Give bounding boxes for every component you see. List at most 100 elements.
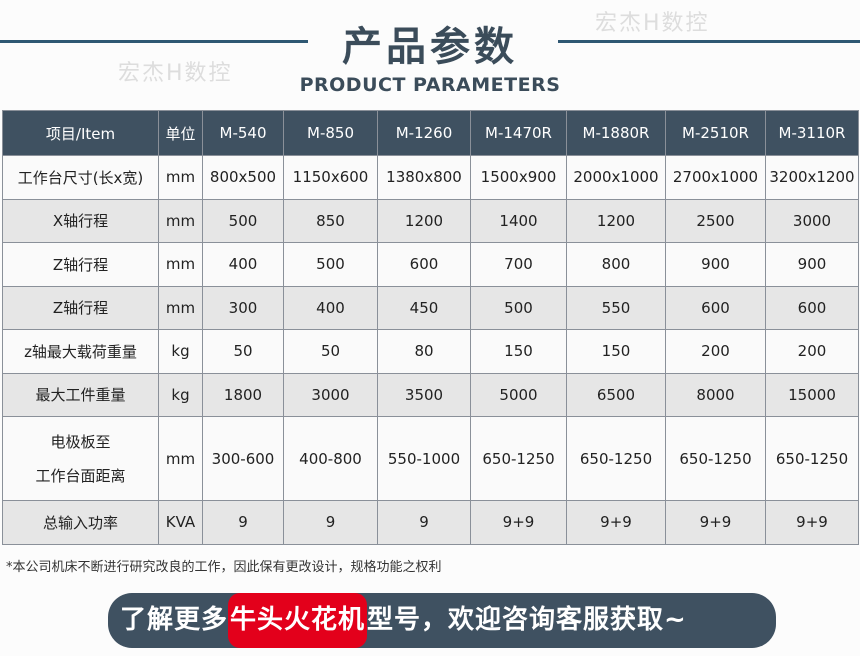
table-cell: 900 <box>765 242 859 287</box>
table-cell: 1400 <box>470 198 567 243</box>
table-cell: Z轴行程 <box>2 242 159 287</box>
table-cell: kg <box>158 372 203 417</box>
title-line-left <box>0 40 308 43</box>
table-cell: 450 <box>377 285 471 330</box>
table-cell: 500 <box>202 198 284 243</box>
table-cell: 8000 <box>665 372 766 417</box>
table-cell: KVA <box>158 500 203 545</box>
table-cell: kg <box>158 329 203 374</box>
page-title: 产品参数 <box>342 24 518 70</box>
table-cell: 5000 <box>470 372 567 417</box>
table-cell: 400 <box>202 242 284 287</box>
watermark: 宏杰H数控 <box>118 61 233 86</box>
table-row: Z轴行程 mm 300 400 450 500 550 600 600 <box>2 285 859 330</box>
contact-banner[interactable]: 了解更多牛头火花机型号，欢迎咨询客服获取~ <box>108 593 776 648</box>
disclaimer-note: *本公司机床不断进行研究改良的工作，因此保有更改设计，规格功能之权利 <box>6 560 442 575</box>
table-cell: 850 <box>283 198 378 243</box>
table-cell: mm <box>158 416 203 501</box>
table-cell: 6500 <box>566 372 666 417</box>
table-cell: 3000 <box>765 198 859 243</box>
table-cell: 2000x1000 <box>566 155 666 200</box>
table-cell: 150 <box>470 329 567 374</box>
table-cell: 9+9 <box>665 500 766 545</box>
column-header: M-1880R <box>566 110 666 156</box>
table-cell: 600 <box>377 242 471 287</box>
table-cell: 1200 <box>566 198 666 243</box>
parameters-table: 项目/Item 单位 M-540 M-850 M-1260 M-1470R M-1880R M… <box>2 110 859 545</box>
table-cell: 600 <box>765 285 859 330</box>
table-cell: 800x500 <box>202 155 284 200</box>
table-cell: 300 <box>202 285 284 330</box>
table-cell: 800 <box>566 242 666 287</box>
table-cell: 电极板至 工作台面距离 <box>2 416 159 501</box>
table-cell: mm <box>158 242 203 287</box>
column-header: M-540 <box>202 110 284 156</box>
table-cell: 150 <box>566 329 666 374</box>
table-cell: 1800 <box>202 372 284 417</box>
column-header: 单位 <box>158 110 203 156</box>
table-cell: 400 <box>283 285 378 330</box>
table-cell: 650-1250 <box>765 416 859 501</box>
watermark: 宏杰H数控 <box>595 11 710 36</box>
table-cell: 1380x800 <box>377 155 471 200</box>
table-cell: 650-1250 <box>470 416 567 501</box>
table-row: 工作台尺寸(长x宽) mm 800x500 1150x600 1380x800 1500x… <box>2 155 859 200</box>
table-cell: 700 <box>470 242 567 287</box>
table-cell: 9 <box>377 500 471 545</box>
table-cell: 9 <box>283 500 378 545</box>
table-cell: 9+9 <box>470 500 567 545</box>
title-line-right <box>558 40 860 43</box>
column-header: M-1470R <box>470 110 567 156</box>
table-cell: 3000 <box>283 372 378 417</box>
table-cell: 1150x600 <box>283 155 378 200</box>
table-cell: mm <box>158 285 203 330</box>
banner-text: 了解更多 <box>120 605 229 635</box>
table-row: 最大工件重量 kg 1800 3000 3500 5000 6500 8000 15000 <box>2 372 859 417</box>
table-cell: 1200 <box>377 198 471 243</box>
banner-text: 型号，欢迎咨询客服获取~ <box>367 605 687 635</box>
table-cell: 200 <box>765 329 859 374</box>
table-cell: 9+9 <box>566 500 666 545</box>
table-cell: 900 <box>665 242 766 287</box>
table-cell: 15000 <box>765 372 859 417</box>
table-cell: 50 <box>202 329 284 374</box>
table-cell: 最大工件重量 <box>2 372 159 417</box>
table-cell: 650-1250 <box>566 416 666 501</box>
table-cell: 3200x1200 <box>765 155 859 200</box>
column-header: 项目/Item <box>2 110 159 156</box>
table-cell: 9+9 <box>765 500 859 545</box>
column-header: M-2510R <box>665 110 766 156</box>
table-cell: Z轴行程 <box>2 285 159 330</box>
table-cell: 500 <box>283 242 378 287</box>
table-cell: 550-1000 <box>377 416 471 501</box>
table-cell: 工作台尺寸(长x宽) <box>2 155 159 200</box>
column-header: M-1260 <box>377 110 471 156</box>
table-cell: mm <box>158 198 203 243</box>
table-cell: mm <box>158 155 203 200</box>
table-row: z轴最大载荷重量 kg 50 50 80 150 150 200 200 <box>2 329 859 374</box>
table-cell: z轴最大载荷重量 <box>2 329 159 374</box>
table-cell: 600 <box>665 285 766 330</box>
table-cell: 2500 <box>665 198 766 243</box>
table-cell: X轴行程 <box>2 198 159 243</box>
table-cell: 80 <box>377 329 471 374</box>
table-cell: 200 <box>665 329 766 374</box>
table-cell: 550 <box>566 285 666 330</box>
table-row: Z轴行程 mm 400 500 600 700 800 900 900 <box>2 242 859 287</box>
table-cell: 9 <box>202 500 284 545</box>
table-cell: 300-600 <box>202 416 284 501</box>
table-cell: 1500x900 <box>470 155 567 200</box>
table-cell: 500 <box>470 285 567 330</box>
table-cell: 3500 <box>377 372 471 417</box>
table-row: X轴行程 mm 500 850 1200 1400 1200 2500 3000 <box>2 198 859 243</box>
column-header: M-3110R <box>765 110 859 156</box>
table-cell: 400-800 <box>283 416 378 501</box>
table-row: 电极板至 工作台面距离 mm 300-600 400-800 550-1000 650-1… <box>2 416 859 501</box>
table-cell: 总输入功率 <box>2 500 159 545</box>
banner-highlight: 牛头火花机 <box>228 593 368 648</box>
column-header: M-850 <box>283 110 378 156</box>
page-subtitle: PRODUCT PARAMETERS <box>299 74 561 96</box>
table-cell: 650-1250 <box>665 416 766 501</box>
table-row: 总输入功率 KVA 9 9 9 9+9 9+9 9+9 9+9 <box>2 500 859 545</box>
table-cell: 2700x1000 <box>665 155 766 200</box>
